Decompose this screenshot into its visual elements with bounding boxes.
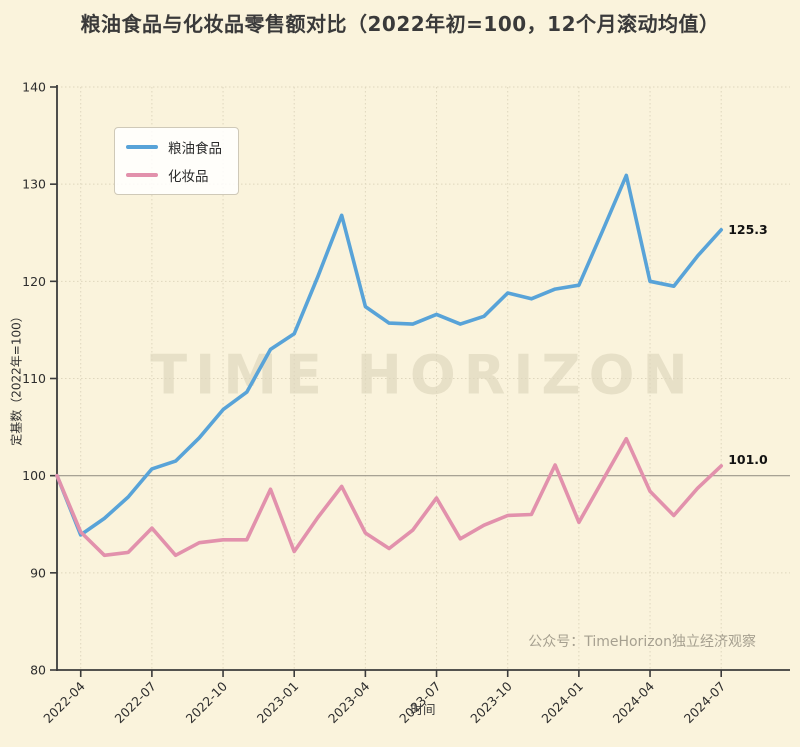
x-tick-label: 2022-07 — [111, 679, 159, 727]
x-tick-label: 2023-10 — [467, 678, 515, 726]
attribution-text: 公众号：TimeHorizon独立经济观察 — [528, 634, 756, 650]
y-tick-label: 140 — [22, 80, 46, 95]
x-tick-label: 2022-04 — [40, 678, 88, 726]
y-tick-label: 90 — [30, 565, 46, 580]
legend: 粮油食品 化妆品 — [114, 127, 239, 195]
y-tick-label: 110 — [22, 371, 46, 386]
series-line-0 — [55, 173, 724, 537]
series-end-label-0: 125.3 — [728, 222, 768, 237]
x-axis-title: 时间 — [410, 702, 436, 717]
legend-item-cosmetics: 化妆品 — [126, 165, 222, 185]
y-tick-label: 120 — [22, 274, 46, 289]
chart-title: 粮油食品与化妆品零售额对比（2022年初=100，12个月滚动均值） — [80, 12, 720, 36]
x-tick-label: 2024-04 — [610, 678, 658, 726]
y-axis-title: 定基数（2022年=100） — [9, 310, 24, 446]
x-tick-label: 2023-04 — [325, 678, 373, 726]
series-end-label-1: 101.0 — [728, 452, 768, 467]
cosmetics-legend-label: 化妆品 — [168, 169, 209, 185]
x-tick-label: 2024-07 — [681, 679, 729, 727]
legend-item-grain-oil: 粮油食品 — [126, 137, 222, 157]
value-label-layer: 125.3 101.0 — [728, 222, 768, 467]
cosmetics-line-swatch — [126, 173, 158, 177]
y-tick-label: 130 — [22, 177, 46, 192]
series-line-1 — [55, 436, 724, 558]
x-tick-label: 2023-01 — [254, 679, 302, 727]
y-tick-label: 100 — [22, 468, 46, 483]
series-layer — [55, 173, 724, 558]
grain-oil-line-swatch — [126, 145, 158, 149]
x-tick-label: 2022-10 — [183, 678, 231, 726]
grain-oil-legend-label: 粮油食品 — [168, 141, 222, 157]
y-tick-label: 80 — [30, 663, 46, 678]
x-tick-label: 2024-01 — [538, 679, 586, 727]
